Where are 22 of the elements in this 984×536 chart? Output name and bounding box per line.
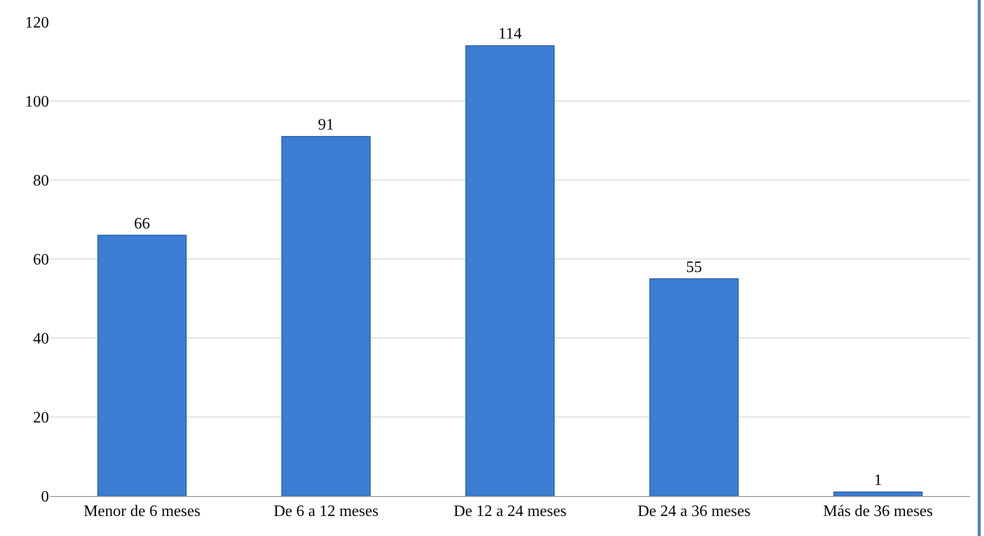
data-label: 1: [874, 472, 882, 490]
x-tick-label: Más de 36 meses: [823, 503, 933, 520]
y-tick-label: 100: [25, 94, 49, 111]
bar: [281, 136, 371, 496]
x-tick-label: De 12 a 24 meses: [454, 503, 566, 520]
bar: [465, 45, 555, 496]
data-label: 114: [498, 26, 522, 43]
y-tick-label: 120: [25, 14, 49, 32]
bar: [833, 492, 923, 496]
x-tick-label: Menor de 6 meses: [84, 503, 200, 520]
y-tick-label: 80: [33, 172, 49, 190]
bar: [97, 234, 187, 496]
data-label: 55: [686, 258, 702, 276]
data-label: 91: [318, 116, 334, 134]
y-tick-label: 0: [41, 488, 49, 506]
data-label: 66: [134, 215, 150, 232]
bar: [649, 278, 739, 496]
x-tick-label: De 24 a 36 meses: [638, 503, 750, 520]
y-tick-label: 20: [33, 410, 49, 427]
y-tick-label: 60: [33, 252, 49, 269]
x-tick-label: De 6 a 12 meses: [274, 503, 378, 520]
y-tick-label: 40: [33, 330, 49, 348]
